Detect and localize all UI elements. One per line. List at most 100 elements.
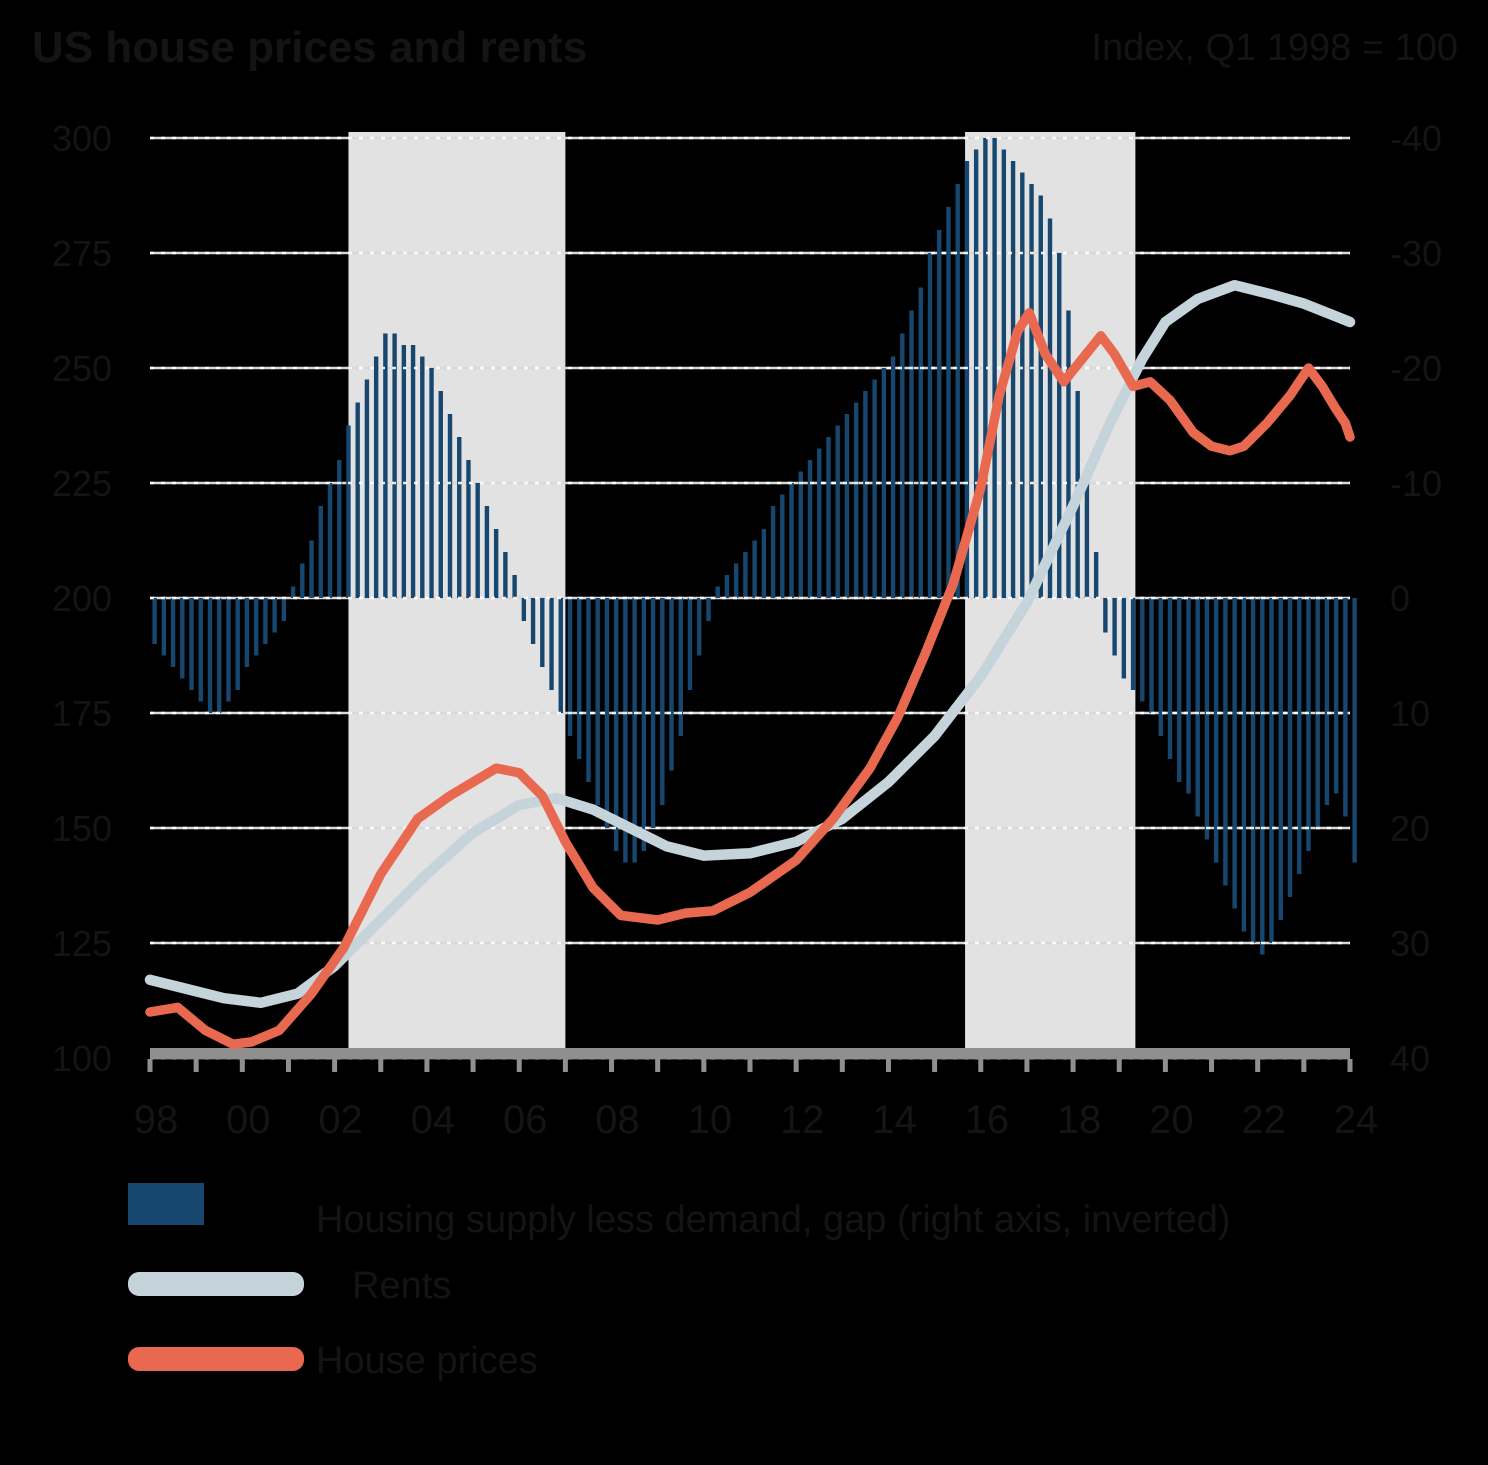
bar [890,356,896,598]
right-axis-label: 10 [1390,693,1430,734]
legend-bar-swatch [128,1183,204,1225]
bar [1250,598,1256,943]
bar [863,391,868,598]
left-axis-label: 175 [52,693,112,734]
x-axis-tick [1162,1059,1168,1072]
bar [844,414,850,598]
bar [217,598,222,713]
bar [807,460,813,598]
left-axis-label: 250 [52,348,112,389]
x-axis-tick [655,1059,661,1072]
bar [1047,218,1053,598]
bar [300,563,305,598]
bar [761,529,767,598]
x-axis-label: 12 [780,1098,825,1142]
bar [1149,598,1154,713]
left-axis-label: 200 [52,578,112,619]
bar [235,598,240,690]
x-axis-tick [239,1059,245,1072]
x-axis-tick [285,1059,291,1072]
x-axis-tick [562,1059,568,1072]
x-axis [147,1048,1353,1072]
bar [835,425,840,598]
x-axis-tick [932,1059,938,1072]
bar [623,598,628,863]
bar [401,345,407,598]
bar [447,414,453,598]
bar [918,287,923,598]
right-axis-label: 30 [1390,923,1430,964]
bar [660,598,665,805]
bar [1010,161,1016,598]
bar [577,598,582,759]
bar [1278,598,1283,920]
left-axis-label: 275 [52,233,112,274]
bar [383,333,388,598]
bar [973,149,979,598]
bar [1177,598,1182,782]
bar [798,471,803,598]
right-axis-label: 20 [1390,808,1430,849]
legend: Housing supply less demand, gap (right a… [128,1183,1231,1382]
right-axis-label: 0 [1390,578,1410,619]
bar [244,598,250,667]
bar [281,598,287,621]
bar [503,552,508,598]
x-axis-label: 04 [411,1098,456,1142]
bar [955,184,960,598]
bar [466,460,471,598]
bar [789,483,794,598]
x-axis-label: 14 [872,1098,917,1142]
x-axis-tick [839,1059,845,1072]
bar [641,598,647,851]
bar [1140,598,1145,702]
legend-red-line-label: House prices [316,1340,538,1382]
bar [475,483,480,598]
bar [1297,598,1302,874]
legend-red-line-swatch [128,1347,304,1371]
bar [678,598,683,736]
bar [198,598,203,702]
red-series-line [145,308,1355,1049]
bar [937,230,942,598]
bar [1158,598,1163,736]
x-axis-tick [1116,1059,1122,1072]
bar [1306,598,1311,851]
x-axis-tick [701,1059,707,1072]
x-axis-tick [470,1059,476,1072]
right-axis-label: -40 [1390,118,1442,159]
legend-gray-line-swatch [128,1272,304,1296]
left-axis-label: 150 [52,808,112,849]
right-axis-label: -20 [1390,348,1442,389]
x-axis-tick [516,1059,522,1072]
x-axis-tick [424,1059,430,1072]
bar [650,598,656,828]
bar [309,540,314,598]
bar [881,368,887,598]
x-axis-label: 22 [1241,1098,1286,1142]
x-axis-tick [609,1059,615,1072]
x-axis-label: 24 [1334,1098,1379,1142]
bar [586,598,591,782]
x-axis-tick [378,1059,384,1072]
x-axis-label: 00 [226,1098,271,1142]
bar [964,161,970,598]
bar [355,402,360,598]
bar [1232,598,1237,909]
bar [1213,598,1219,863]
bar [1269,598,1274,943]
bar [1130,598,1136,690]
bar [1093,552,1099,598]
left-axis-label: 300 [52,118,112,159]
bar [909,310,914,598]
bar [992,138,997,598]
bar [1186,598,1191,794]
bar [170,598,176,667]
bar [207,598,213,713]
bar [290,586,296,598]
bar [152,598,157,644]
bar [983,138,988,598]
bar [1167,598,1173,759]
bar [613,598,619,851]
